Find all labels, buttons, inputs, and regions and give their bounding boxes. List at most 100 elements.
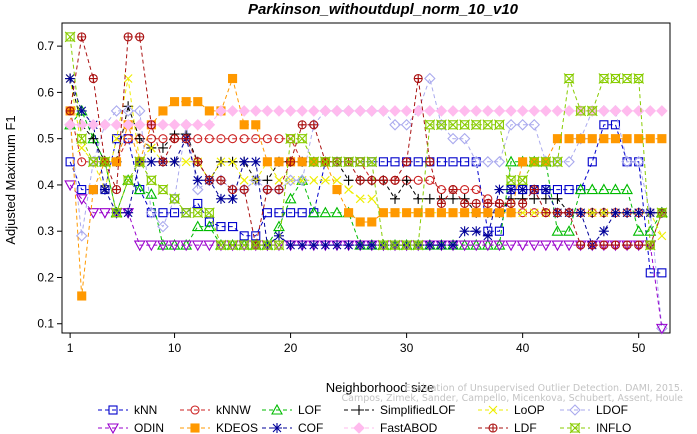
point-loop	[367, 194, 377, 204]
point-inflo	[610, 73, 621, 84]
point-loop	[344, 185, 353, 194]
point-fastabod	[354, 105, 366, 117]
point-inflo	[586, 105, 598, 117]
point-kdeos	[355, 217, 365, 227]
point-inflo	[656, 207, 668, 219]
legend-marker-kdeos	[190, 423, 200, 433]
point-kdeos	[518, 157, 528, 167]
point-ldf	[181, 134, 191, 144]
point-fastabod	[656, 105, 668, 117]
point-inflo	[169, 193, 180, 205]
series-line-knn	[69, 124, 662, 274]
point-loop	[529, 208, 539, 218]
point-inflo	[378, 240, 388, 250]
legend-marker-knnw	[190, 405, 200, 415]
point-cof	[239, 156, 250, 167]
point-inflo	[122, 174, 134, 186]
point-inflo	[65, 32, 75, 42]
point-ldf	[193, 157, 203, 167]
point-fastabod	[424, 105, 436, 117]
x-tick-label: 40	[516, 341, 530, 355]
point-ldf	[124, 32, 133, 41]
point-ldf	[88, 73, 98, 84]
point-cof	[436, 240, 447, 251]
point-ldf	[204, 175, 214, 185]
point-ldof	[157, 220, 169, 233]
legend-marker-fastabod	[353, 422, 365, 434]
point-lof	[632, 225, 645, 236]
point-inflo	[343, 156, 354, 168]
point-cof	[355, 240, 366, 251]
point-inflo	[145, 174, 157, 186]
point-kdeos	[610, 134, 621, 144]
point-odin	[180, 240, 193, 252]
point-inflo	[64, 31, 76, 43]
series-line-cof	[69, 78, 662, 247]
point-ldf	[158, 157, 168, 167]
point-loop	[216, 157, 226, 167]
point-fastabod	[319, 105, 332, 117]
point-lof	[273, 220, 285, 232]
point-kdeos	[239, 120, 249, 130]
point-inflo	[564, 73, 574, 84]
point-inflo	[447, 119, 459, 131]
point-kdeos	[344, 208, 354, 218]
point-fastabod	[168, 119, 181, 131]
point-ldf	[495, 199, 504, 208]
point-knn	[436, 157, 446, 167]
point-ldf	[588, 241, 597, 250]
y-tick-label: 0.3	[37, 224, 54, 238]
point-odin	[563, 240, 575, 252]
point-knn	[494, 226, 504, 236]
point-simplifiedlof	[262, 175, 273, 186]
point-inflo	[529, 157, 539, 167]
point-lof	[133, 183, 146, 195]
point-fastabod	[215, 105, 227, 117]
point-cof	[273, 230, 284, 241]
point-cof	[297, 240, 308, 251]
point-knn	[286, 208, 296, 218]
point-cof	[482, 230, 493, 241]
point-fastabod	[261, 105, 274, 117]
point-knnw	[425, 175, 435, 185]
point-ldf	[65, 106, 75, 116]
point-fastabod	[64, 119, 76, 131]
point-simplifiedlof	[552, 193, 563, 204]
point-loop	[228, 157, 237, 167]
point-simplifiedlof	[448, 193, 459, 204]
point-knn	[564, 185, 574, 195]
point-inflo	[424, 119, 436, 131]
point-cof	[343, 240, 354, 251]
point-kdeos	[355, 217, 365, 227]
legend-entry-inflo: INFLO	[560, 421, 631, 434]
point-kdeos	[448, 208, 458, 218]
legend-marker-inflo	[570, 423, 580, 433]
point-fastabod	[238, 105, 250, 117]
point-knn	[657, 268, 667, 278]
point-lof	[191, 220, 204, 232]
point-lof	[203, 220, 216, 232]
point-inflo	[180, 207, 192, 219]
point-fastabod	[308, 105, 320, 117]
point-inflo	[563, 73, 575, 84]
point-cof	[76, 105, 87, 116]
point-odin	[539, 240, 552, 252]
point-kdeos	[402, 208, 412, 218]
point-inflo	[203, 207, 215, 219]
point-fastabod	[191, 119, 204, 131]
point-kdeos	[506, 208, 516, 218]
point-simplifiedlof	[529, 193, 540, 204]
point-inflo	[621, 73, 633, 84]
y-axis-label: Adjusted Maximum F1	[3, 115, 18, 244]
point-simplifiedlof	[262, 175, 273, 186]
point-odin	[191, 240, 204, 252]
series-kdeos	[65, 73, 667, 301]
point-kdeos	[169, 97, 180, 107]
legend-label: ODIN	[134, 421, 164, 434]
point-knn	[274, 208, 284, 218]
point-fastabod	[284, 105, 297, 117]
legend-marker-knn	[108, 405, 118, 415]
point-loop	[367, 194, 377, 204]
point-kdeos	[344, 208, 354, 218]
